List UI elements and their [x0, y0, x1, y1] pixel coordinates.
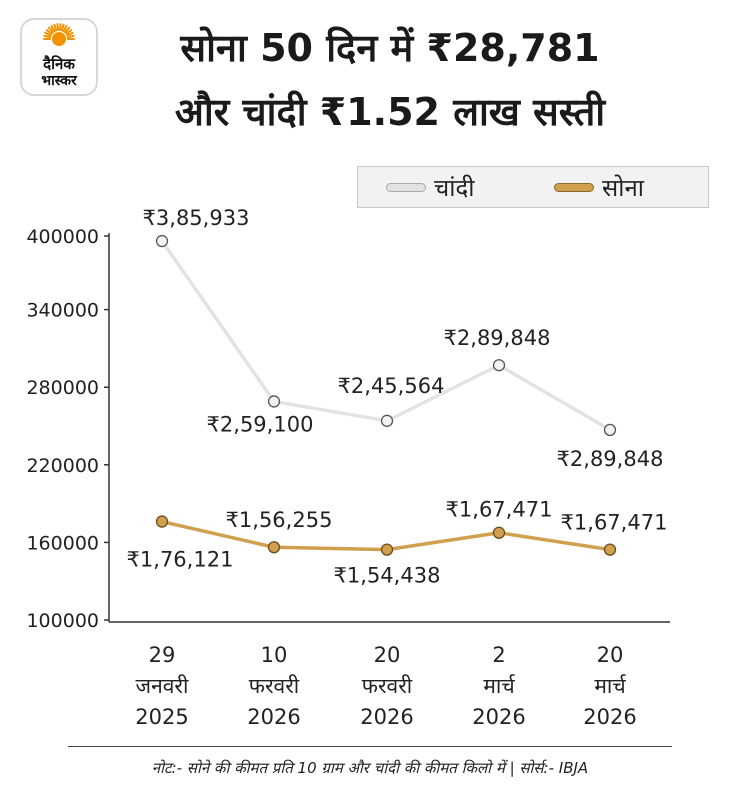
page-title-line1: सोना 50 दिन में ₹28,781 — [180, 26, 600, 70]
x-tick-label: 20 — [597, 643, 624, 667]
silver-point — [267, 395, 281, 408]
x-tick-label: फरवरी — [249, 674, 300, 698]
y-tick-label: 160000 — [26, 532, 99, 554]
gold-data-label: ₹1,67,471 — [446, 498, 553, 522]
x-tick-label: 10 — [261, 643, 288, 667]
x-tick-label: मार्च — [483, 674, 515, 698]
silver-data-label: ₹2,89,848 — [557, 447, 664, 471]
y-tick-label: 400000 — [26, 226, 99, 248]
legend-swatch-gold — [554, 182, 594, 192]
page-title-line2: और चांदी ₹1.52 लाख सस्ती — [174, 90, 606, 134]
x-tick-label: जनवरी — [136, 674, 190, 698]
gold-point — [603, 543, 617, 556]
silver-point — [603, 423, 617, 437]
y-tick-label: 100000 — [26, 610, 99, 632]
silver-data-label: ₹2,45,564 — [338, 374, 445, 398]
legend-item-silver: चांदी — [386, 167, 474, 207]
silver-point — [380, 414, 394, 427]
x-tick-label: 2 — [492, 643, 505, 667]
x-tick-label: फरवरी — [362, 674, 413, 698]
x-tick-label: मार्च — [594, 674, 626, 698]
gold-point — [492, 526, 506, 539]
legend-label-silver: चांदी — [434, 173, 475, 202]
silver-data-label: ₹2,59,100 — [207, 412, 314, 436]
note-divider — [68, 746, 672, 747]
x-tick-label: 2026 — [583, 705, 636, 729]
chart-legend: चांदी सोना — [357, 166, 709, 208]
silver-data-label: ₹2,89,848 — [444, 326, 551, 350]
x-tick-label: 2026 — [472, 705, 525, 729]
gold-data-label: ₹1,54,438 — [334, 564, 441, 588]
legend-swatch-silver — [386, 182, 426, 192]
x-tick-label: 20 — [374, 643, 401, 667]
sun-icon — [43, 23, 75, 46]
brand-name-line1: दैनिक — [43, 55, 75, 73]
x-tick-label: 2026 — [247, 705, 300, 729]
legend-item-gold: सोना — [554, 167, 644, 207]
y-tick-label: 280000 — [26, 377, 99, 399]
brand-logo: दैनिक भास्कर — [20, 18, 98, 96]
silver-point — [155, 234, 169, 248]
legend-label-gold: सोना — [602, 173, 644, 202]
gold-data-label: ₹1,67,471 — [561, 511, 668, 535]
y-tick-label: 220000 — [26, 455, 99, 477]
brand-name-line2: भास्कर — [41, 73, 77, 89]
silver-data-label: ₹3,85,933 — [143, 206, 250, 230]
y-tick-label: 340000 — [26, 300, 99, 322]
gold-data-label: ₹1,76,121 — [127, 548, 234, 572]
x-tick-label: 29 — [149, 643, 176, 667]
gold-point — [380, 543, 394, 556]
source-note: नोट:- सोने की कीमत प्रति 10 ग्राम और चां… — [151, 759, 589, 777]
gold-point — [155, 515, 169, 528]
x-tick-label: 2025 — [135, 705, 188, 729]
gold-point — [267, 541, 281, 554]
x-tick-label: 2026 — [360, 705, 413, 729]
silver-point — [492, 359, 506, 372]
gold-data-label: ₹1,56,255 — [226, 508, 333, 532]
